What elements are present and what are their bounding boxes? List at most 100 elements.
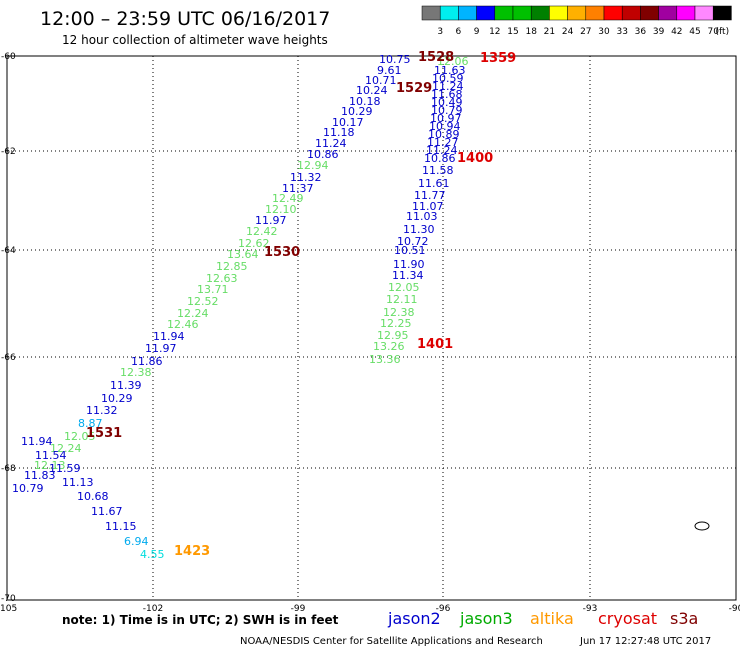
legend-swatch: [585, 5, 605, 21]
pass-time-label: 1423: [174, 544, 210, 559]
observation-label: 11.24: [315, 137, 347, 150]
legend-swatch: [530, 5, 550, 21]
footer-credit: NOAA/NESDIS Center for Satellite Applica…: [240, 636, 543, 647]
pass-time-label: 1528: [418, 50, 454, 65]
observation-label: 12.38: [120, 366, 152, 379]
observation-label: 11.13: [62, 476, 94, 489]
map-frame: -60 -62 -64 -66 -68 -70-105 -102 -99 -96 -93 -90: [0, 52, 740, 614]
observation-label: 8.87: [78, 417, 103, 430]
satellite-name-s3a: s3a: [670, 609, 698, 628]
latitude-label: -62: [1, 147, 16, 157]
satellite-name-jason2: jason2: [387, 609, 441, 628]
observation-label: 10.24: [356, 84, 388, 97]
time-labels: 1528 1359 1529 1400 1530 1401 1531 1423: [86, 50, 516, 559]
observation-label: 12.05: [388, 281, 420, 294]
pass-time-label: 1530: [264, 245, 300, 260]
observation-label: 11.15: [105, 520, 137, 533]
observation-label: 10.89: [428, 128, 460, 141]
longitude-label: -93: [583, 604, 598, 614]
observation-label: 10.29: [341, 105, 373, 118]
legend-swatch: [694, 5, 714, 21]
map-border: [6, 55, 737, 601]
observation-label: 4.55: [140, 548, 165, 561]
observation-label: 12.05: [64, 430, 96, 443]
observation-label: 11.24: [426, 144, 458, 157]
footer-timestamp: Jun 17 12:27:48 UTC 2017: [579, 636, 711, 647]
legend-swatch: [494, 5, 514, 21]
observation-label: 11.97: [145, 342, 177, 355]
legend-label: 39: [653, 27, 665, 37]
observation-labels: 10.759.6110.7110.2410.1810.2910.1711.181…: [12, 53, 469, 561]
observation-label: 11.97: [255, 214, 287, 227]
island-outline: [694, 521, 710, 531]
observation-label: 10.79: [431, 104, 463, 117]
observation-label: 11.61: [418, 177, 450, 190]
legend-label: 70: [707, 27, 719, 37]
observation-label: 11.18: [323, 126, 355, 139]
longitude-label: -90: [729, 604, 740, 614]
legend-label: 42: [671, 27, 682, 37]
legend-label: 3: [437, 27, 443, 37]
observation-label: 12.49: [272, 192, 304, 205]
latitude-label: -64: [1, 246, 16, 256]
observation-label: 12.94: [297, 159, 329, 172]
legend-swatch: [512, 5, 532, 21]
observation-label: 10.86: [424, 152, 456, 165]
observation-label: 12.95: [377, 329, 409, 342]
observation-label: 13.64: [227, 248, 259, 261]
observation-label: 12.46: [167, 318, 199, 331]
latitude-label: -60: [1, 52, 16, 62]
observation-label: 12.06: [437, 55, 469, 68]
legend-label: 24: [562, 27, 574, 37]
observation-label: 12.13: [34, 459, 66, 472]
observation-label: 11.27: [427, 136, 459, 149]
legend-swatch: [458, 5, 477, 21]
legend-label: 21: [544, 27, 555, 37]
latitude-label: -70: [1, 594, 16, 604]
observation-label: 11.86: [131, 355, 163, 368]
legend-swatch: [476, 5, 496, 21]
legend-label: 30: [598, 27, 610, 37]
observation-label: 6.94: [124, 535, 149, 548]
color-legend: 3 6 9 12 15 18 21 24 27 30 33 36 39 42 45 70(ft): [421, 5, 732, 37]
observation-label: 11.90: [393, 258, 425, 271]
legend-label: 6: [456, 27, 462, 37]
observation-label: 10.97: [430, 112, 462, 125]
observation-label: 11.32: [86, 404, 118, 417]
latitude-label: -66: [1, 353, 16, 363]
observation-label: 10.68: [77, 490, 109, 503]
legend-label: (ft): [716, 27, 730, 37]
legend-swatch: [621, 5, 641, 21]
observation-label: 11.34: [392, 269, 424, 282]
observation-label: 10.86: [307, 148, 339, 161]
observation-label: 11.07: [412, 200, 444, 213]
footer-note: note: 1) Time is in UTC; 2) SWH is in fe…: [62, 613, 339, 627]
legend-swatch: [640, 5, 659, 21]
satellite-name-altika: altika: [530, 609, 574, 628]
legend-label: 27: [580, 27, 591, 37]
pass-time-label: 1529: [396, 81, 432, 96]
observation-label: 10.71: [365, 74, 397, 87]
observation-label: 11.83: [24, 469, 56, 482]
pass-time-label: 1531: [86, 426, 122, 441]
legend-label: 18: [525, 27, 537, 37]
satellite-name-jason3: jason3: [459, 609, 513, 628]
observation-label: 10.94: [429, 120, 461, 133]
longitude-label: -102: [143, 604, 163, 614]
observation-label: 12.42: [246, 225, 278, 238]
observation-label: 12.24: [177, 307, 209, 320]
observation-label: 10.79: [12, 482, 44, 495]
observation-label: 10.72: [397, 235, 429, 248]
observation-label: 10.29: [101, 392, 133, 405]
observation-label: 10.18: [349, 95, 381, 108]
observation-label: 9.61: [377, 64, 402, 77]
legend-swatch: [567, 5, 587, 21]
observation-label: 12.52: [187, 295, 219, 308]
observation-label: 11.77: [414, 189, 446, 202]
observation-label: 11.37: [282, 182, 314, 195]
observation-label: 11.58: [422, 164, 454, 177]
observation-label: 12.10: [265, 203, 297, 216]
legend-label: 15: [507, 27, 518, 37]
legend-swatch: [549, 5, 568, 21]
